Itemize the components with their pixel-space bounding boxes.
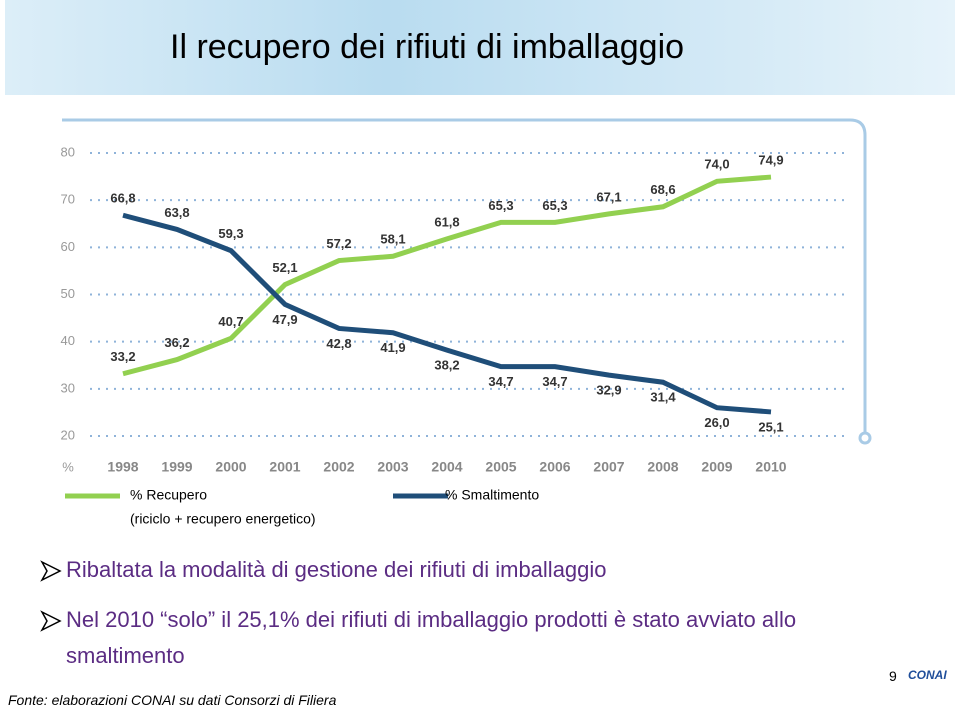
bullet: Nel 2010 “solo” il 25,1% dei rifiuti di … (66, 607, 797, 668)
page-number: 9 (889, 668, 897, 684)
y-tick-label: 60 (61, 239, 75, 254)
data-label: 40,7 (218, 314, 243, 329)
logo: CONAI (908, 668, 947, 682)
data-label: 61,8 (434, 214, 459, 229)
data-label: 59,3 (218, 226, 243, 241)
x-tick-label: 2009 (701, 459, 732, 475)
source: Fonte: elaborazioni CONAI su dati Consor… (8, 692, 337, 708)
x-tick-label: 2001 (269, 459, 300, 475)
y-tick-label: 80 (61, 144, 75, 159)
data-label: 25,1 (758, 419, 783, 434)
data-label: 34,7 (488, 374, 513, 389)
series-line (122, 212, 772, 415)
data-label: 74,0 (704, 157, 729, 172)
data-label: 63,8 (164, 205, 189, 220)
data-label: 34,7 (542, 374, 567, 389)
data-label: 68,6 (650, 182, 675, 197)
series-line (122, 174, 772, 377)
x-tick-label: 2005 (485, 459, 516, 475)
chart-frame (62, 118, 867, 438)
data-label: 33,2 (110, 349, 135, 364)
x-tick-label: 1998 (107, 459, 138, 475)
header-banner: Il recupero dei rifiuti di imballaggio (5, 0, 955, 95)
x-tick-label: 2003 (377, 459, 408, 475)
data-label: 65,3 (488, 198, 513, 213)
x-tick-label: 2004 (431, 459, 462, 475)
legend-label: % Recupero (130, 487, 207, 503)
data-label: 26,0 (704, 415, 729, 430)
x-tick-label: 2007 (593, 459, 624, 475)
x-tick-label: 2000 (215, 459, 246, 475)
y-tick-label: 20 (61, 427, 75, 442)
data-label: 32,9 (596, 383, 621, 398)
data-label: 67,1 (596, 189, 621, 204)
data-label: 36,2 (164, 335, 189, 350)
data-label: 58,1 (380, 232, 405, 247)
legend-label: % Smaltimento (445, 487, 539, 503)
data-label: 66,8 (110, 191, 135, 206)
x-tick-label: 2008 (647, 459, 678, 475)
data-label: 42,8 (326, 336, 351, 351)
x-tick-label: 1999 (161, 459, 192, 475)
data-label: 41,9 (380, 340, 405, 355)
bullet: Ribaltata la modalità di gestione dei ri… (66, 557, 607, 582)
y-tick-label: 30 (61, 380, 75, 395)
data-label: 31,4 (650, 390, 676, 405)
data-label: 52,1 (272, 260, 297, 275)
chart: 20 30 40 50 60 70 80% 1998 1999 2000 2001 2002 2003 2… (61, 118, 872, 527)
bullet-arrow (40, 560, 62, 582)
x-tick-label: 2006 (539, 459, 570, 475)
x-unit-label: % (62, 459, 74, 474)
x-tick-label: 2010 (755, 459, 786, 475)
data-label: 47,9 (272, 312, 297, 327)
frame-dot (858, 431, 872, 445)
y-tick-label: 70 (61, 192, 75, 207)
y-tick-label: 50 (61, 286, 75, 301)
data-label: 57,2 (326, 236, 351, 251)
data-label: 65,3 (542, 198, 567, 213)
y-tick-label: 40 (61, 333, 75, 348)
bullet-arrow (40, 610, 62, 632)
slide-title: Il recupero dei rifiuti di imballaggio (170, 28, 685, 66)
data-label: 74,9 (758, 152, 783, 167)
legend-note: (riciclo + recupero energetico) (130, 511, 316, 527)
x-tick-label: 2002 (323, 459, 354, 475)
data-label: 38,2 (434, 358, 459, 373)
